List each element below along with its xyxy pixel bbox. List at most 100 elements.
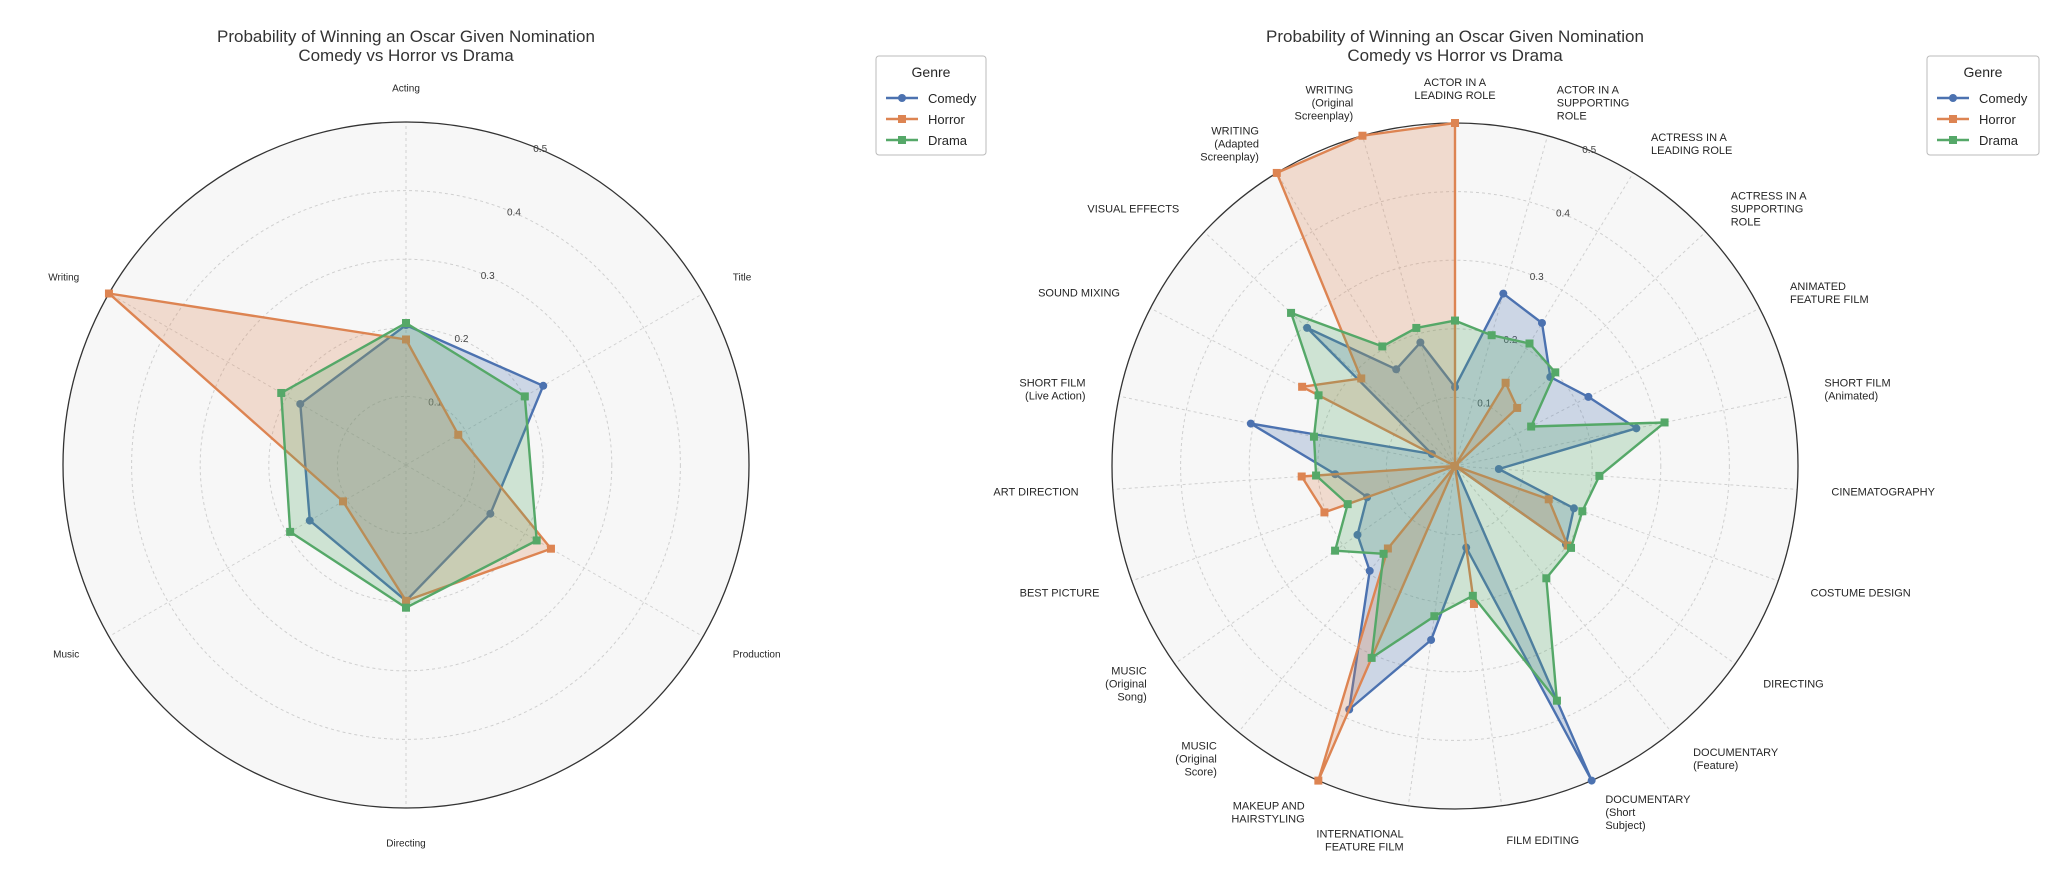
data-point	[1287, 308, 1296, 317]
category-label-line: SUPPORTING	[1557, 98, 1630, 110]
category-label-line: FEATURE FILM	[1325, 841, 1404, 853]
category-label-line: (Animated)	[1824, 391, 1878, 403]
data-point	[1379, 549, 1388, 558]
data-point	[1298, 382, 1307, 391]
data-point	[454, 430, 463, 439]
category-label: SHORT FILM (Animated)	[1824, 378, 1890, 403]
category-label-line: (Adapted	[1214, 139, 1259, 151]
category-label-line: ART DIRECTION	[993, 487, 1078, 499]
category-label: COSTUME DESIGN	[1811, 587, 1911, 599]
series-area	[109, 293, 551, 601]
data-point	[1412, 323, 1421, 332]
series-area	[281, 323, 537, 608]
data-point	[1451, 119, 1459, 127]
legend-marker	[1949, 115, 1957, 123]
category-label: WRITING (Original Screenplay)	[1295, 85, 1354, 123]
legend-title: Genre	[1964, 64, 2003, 80]
data-point	[1365, 566, 1374, 575]
data-point	[1297, 472, 1306, 481]
category-label: MUSIC (Original Score)	[1175, 741, 1217, 779]
data-point	[1469, 599, 1478, 608]
category-label-line: ACTRESS IN A	[1651, 132, 1727, 144]
category-label-line: DOCUMENTARY	[1605, 794, 1691, 806]
grid-circle	[199, 258, 613, 672]
data-point	[1632, 424, 1641, 433]
data-point	[305, 516, 314, 525]
category-label-line: SHORT FILM	[1019, 378, 1085, 390]
legend-label: Drama	[928, 133, 968, 148]
series-area	[1291, 312, 1665, 701]
data-point	[1312, 471, 1321, 480]
series-area	[1250, 293, 1637, 781]
data-point	[520, 392, 529, 401]
category-label: MUSIC (Original Song)	[1105, 666, 1147, 704]
category-label-line: LEADING ROLE	[1651, 145, 1732, 157]
data-point	[1537, 318, 1546, 327]
series-area	[1276, 123, 1568, 781]
category-label-line: MUSIC	[1181, 741, 1217, 753]
data-point	[532, 536, 541, 545]
category-label-line: SOUND MIXING	[1038, 287, 1120, 299]
data-point	[1542, 574, 1551, 583]
category-label-line: WRITING	[1211, 126, 1259, 138]
category-label-line: Subject)	[1605, 820, 1645, 832]
category-label: SOUND MIXING	[1038, 287, 1120, 299]
legend: Genre Comedy Horror Drama	[875, 55, 987, 156]
legend-label: Comedy	[1979, 91, 2028, 106]
category-label-line: Writing	[48, 272, 79, 283]
data-point	[277, 388, 286, 397]
chart-title: Probability of Winning an Oscar Given No…	[217, 27, 595, 46]
data-point	[1430, 612, 1439, 621]
data-point	[1499, 289, 1508, 298]
data-point	[1357, 374, 1366, 383]
data-point	[1358, 131, 1367, 140]
legend-label: Horror	[1979, 112, 2017, 127]
data-point	[1314, 776, 1323, 785]
data-point	[1552, 696, 1561, 705]
category-label: ACTRESS IN A LEADING ROLE	[1651, 132, 1732, 157]
data-point	[1451, 316, 1459, 325]
data-point	[546, 544, 555, 553]
data-point	[1246, 419, 1255, 428]
data-point	[1567, 543, 1576, 552]
radial-tick-label: 0.5	[1582, 145, 1596, 156]
category-label-line: Acting	[392, 84, 420, 95]
category-label-line: FILM EDITING	[1506, 835, 1579, 847]
grid-circle	[268, 327, 544, 603]
category-label-line: MAKEUP AND	[1233, 801, 1305, 813]
category-label: ACTOR IN A SUPPORTING ROLE	[1557, 85, 1630, 123]
data-point	[1416, 338, 1425, 347]
data-point	[1501, 378, 1510, 387]
legend-entry-horror: Horror	[1937, 112, 2017, 127]
category-label: DOCUMENTARY (Short Subject)	[1605, 794, 1691, 832]
category-label-line: (Short	[1605, 807, 1635, 819]
category-label-line: Screenplay)	[1295, 111, 1354, 123]
data-point	[486, 509, 495, 518]
radial-tick-label: 0.1	[1477, 399, 1491, 410]
data-point	[402, 596, 410, 605]
category-label-line: BEST PICTURE	[1020, 587, 1100, 599]
data-point	[1331, 546, 1340, 555]
data-point	[1468, 591, 1477, 600]
category-label-line: LEADING ROLE	[1414, 90, 1495, 102]
data-point	[1343, 500, 1352, 509]
grid-circle	[1385, 396, 1525, 536]
data-point	[1272, 168, 1281, 177]
data-point	[1303, 323, 1312, 332]
radial-tick-label: 0.3	[1530, 272, 1544, 283]
data-point	[402, 335, 410, 344]
radial-tick-label: 0.4	[507, 207, 521, 218]
radial-tick-label: 0.2	[455, 334, 469, 345]
category-label-line: SHORT FILM	[1824, 378, 1890, 390]
legend: Genre Comedy Horror Drama	[1926, 55, 2040, 156]
radial-tick-label: 0.4	[1556, 208, 1570, 219]
data-point	[296, 399, 305, 408]
data-point	[1525, 339, 1534, 348]
category-label-line: Song)	[1117, 692, 1146, 704]
category-label-line: INTERNATIONAL	[1316, 828, 1403, 840]
category-label: DOCUMENTARY (Feature)	[1693, 747, 1779, 772]
radial-tick-label: 0.2	[1504, 335, 1518, 346]
category-label-line: WRITING	[1306, 85, 1354, 97]
grid-circle	[336, 395, 476, 535]
legend-box	[875, 55, 987, 156]
